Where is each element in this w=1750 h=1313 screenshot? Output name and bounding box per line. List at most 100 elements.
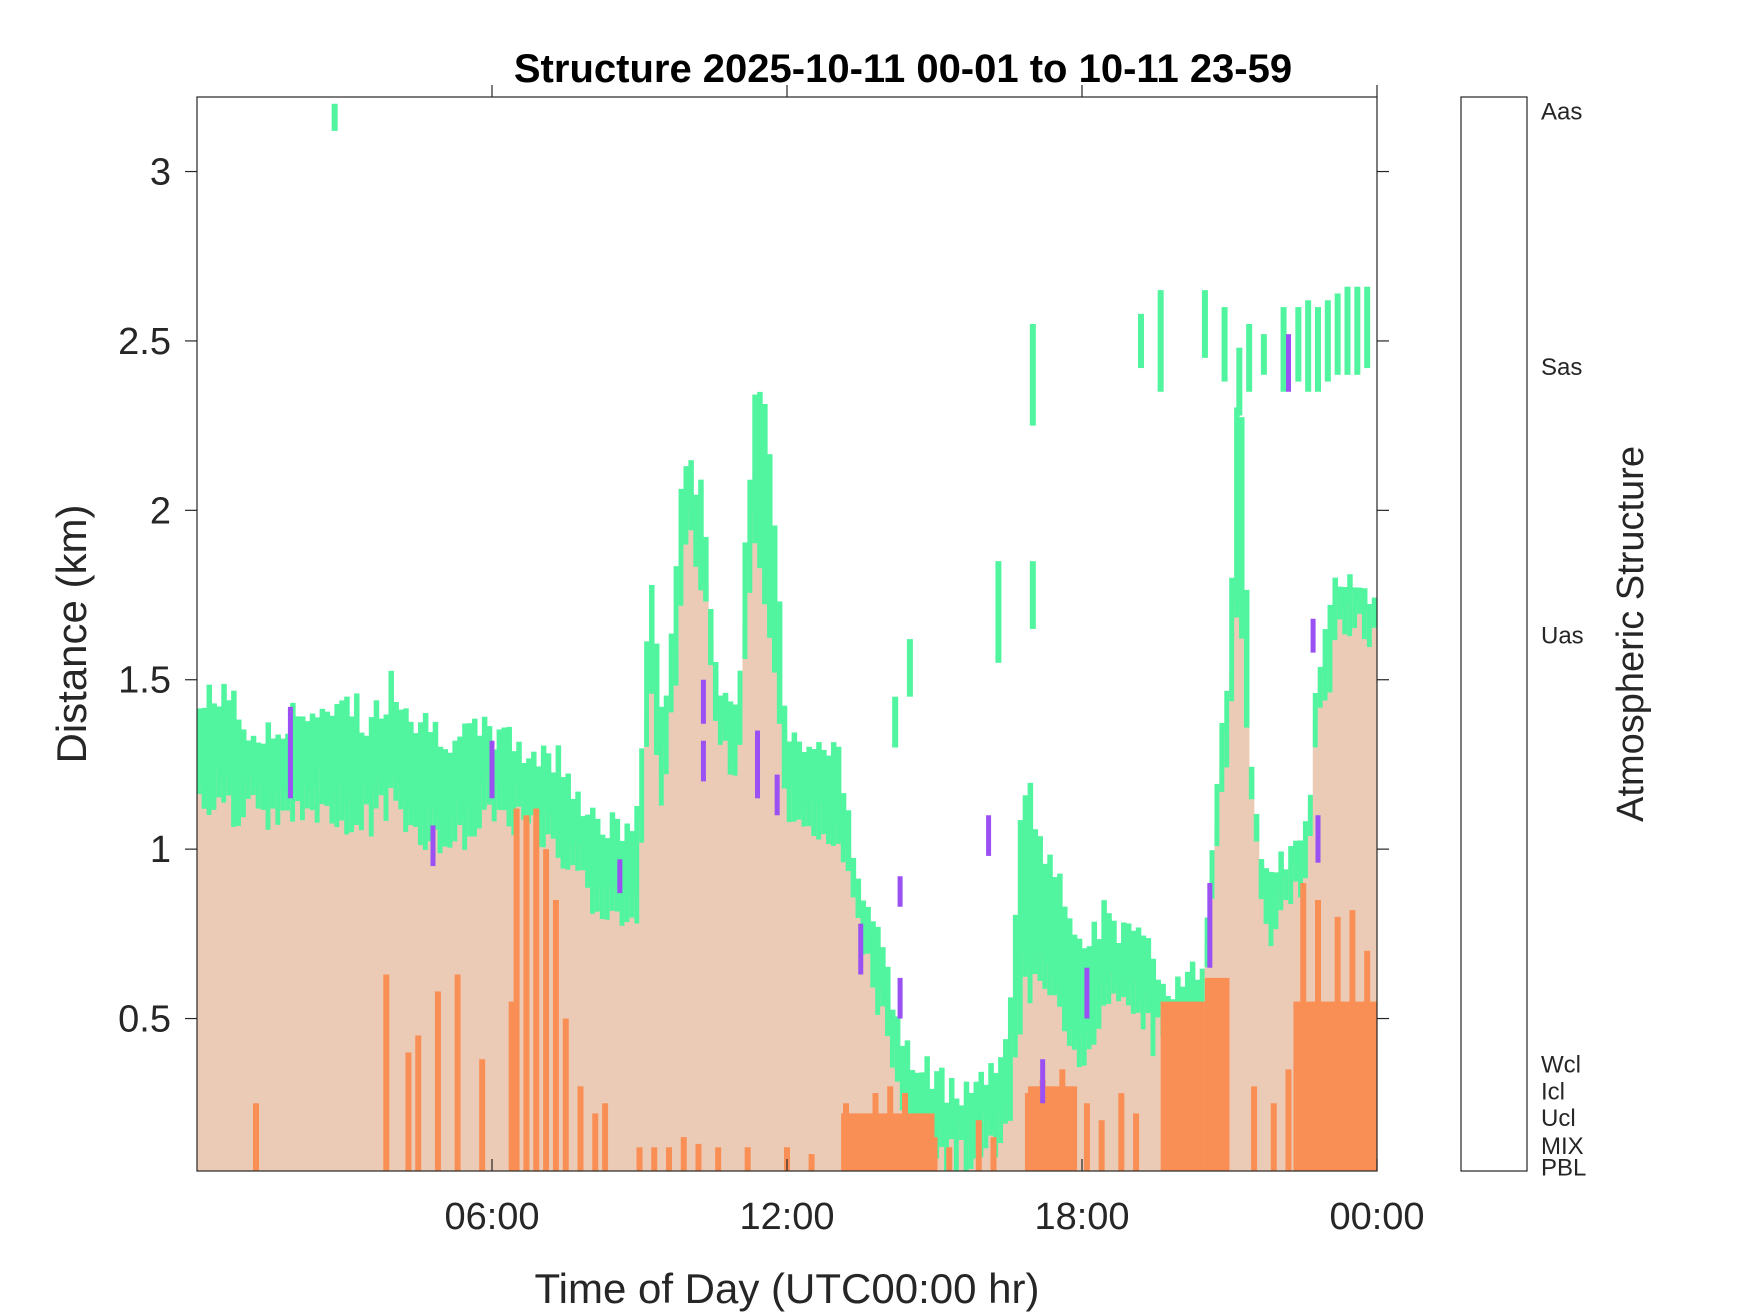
y-tick-label: 0.5 [118, 999, 171, 1041]
pbl-column [624, 885, 630, 1171]
pbl-column [939, 1128, 945, 1171]
pbl-column [275, 792, 281, 1171]
data-layer [196, 103, 1378, 1171]
colorbar-tick-label: Uas [1541, 623, 1584, 650]
pbl-column [373, 786, 380, 1171]
pbl-column [1003, 1102, 1009, 1171]
mix-column [523, 815, 530, 1171]
ucl-column [526, 758, 532, 824]
ucl-column [944, 1102, 950, 1171]
pbl-column [1047, 963, 1053, 1171]
pbl-column [752, 511, 758, 1171]
mix-column [1349, 910, 1356, 1171]
colorbar-tick-label: MIX [1541, 1133, 1584, 1160]
pbl-column [712, 693, 719, 1171]
pbl-column [880, 987, 886, 1171]
mix-column [715, 1147, 722, 1171]
ucl-column [830, 742, 837, 846]
mix-column [857, 1113, 864, 1171]
ucl-column [270, 738, 276, 809]
ucl-column [693, 494, 699, 567]
ucl-column [1042, 863, 1048, 989]
ucl-column [295, 716, 301, 801]
pbl-column [1022, 953, 1029, 1171]
ucl-column [870, 921, 876, 988]
pbl-column [575, 842, 581, 1171]
pbl-column [280, 789, 286, 1171]
pbl-column [216, 770, 222, 1171]
ucl-column [1234, 407, 1240, 618]
ucl-column [835, 746, 842, 844]
mix-column [680, 1137, 687, 1171]
ucl-segment [1344, 286, 1351, 375]
x-axis-label: Time of Day (UTC00:00 hr) [535, 1265, 1040, 1312]
pbl-column [398, 785, 404, 1171]
ucl-column [998, 1057, 1004, 1144]
ucl-column [1012, 914, 1019, 1058]
ucl-column [880, 947, 886, 1007]
ucl-column [408, 721, 414, 826]
ucl-column [983, 1084, 989, 1149]
uas-segment [1286, 334, 1291, 392]
pbl-column [1017, 998, 1024, 1171]
ucl-column [722, 692, 729, 741]
ucl-segment [1364, 286, 1371, 369]
mix-column [1118, 1093, 1125, 1171]
mix-column [1039, 1079, 1046, 1171]
pbl-column [875, 989, 881, 1171]
pbl-column [1145, 996, 1152, 1171]
ucl-column [1352, 587, 1358, 629]
pbl-column [644, 715, 650, 1171]
mix-column [902, 1093, 908, 1171]
pbl-column [1337, 593, 1343, 1171]
pbl-column [1032, 950, 1039, 1171]
ucl-column [1007, 997, 1014, 1121]
pbl-column [403, 798, 409, 1171]
pbl-column [1111, 971, 1117, 1171]
ucl-column [609, 812, 616, 911]
ucl-column [840, 793, 847, 863]
colorbar-tick-label: Wcl [1541, 1052, 1581, 1079]
ucl-column [1273, 872, 1279, 930]
pbl-column [1224, 731, 1230, 1171]
pbl-column [885, 1000, 891, 1171]
ucl-column [644, 641, 650, 747]
pbl-column [299, 786, 306, 1171]
pbl-column [806, 807, 812, 1171]
ucl-column [1248, 766, 1255, 800]
pbl-column [363, 786, 370, 1171]
uas-segment [430, 825, 436, 867]
ucl-column [1268, 871, 1275, 947]
ucl-column [1327, 604, 1334, 693]
ucl-column [1357, 587, 1363, 614]
ucl-column [1298, 840, 1304, 898]
ucl-column [521, 763, 527, 820]
colorbar-frame [1460, 96, 1528, 1172]
pbl-column [894, 1047, 901, 1171]
pbl-column [1101, 980, 1107, 1171]
ucl-column [634, 805, 640, 924]
pbl-column [668, 693, 675, 1171]
colorbar-tick-label: PBL [1541, 1155, 1586, 1182]
ucl-column [801, 752, 807, 827]
ucl-column [221, 683, 227, 803]
mix-column [1059, 1069, 1066, 1171]
pbl-column [201, 781, 208, 1171]
pbl-column [634, 893, 640, 1171]
mix-column [454, 974, 461, 1171]
ucl-column [334, 704, 340, 828]
mix-column [1364, 950, 1371, 1171]
ucl-column [1243, 589, 1250, 728]
ucl-column [653, 643, 660, 756]
mix-column [577, 1086, 584, 1171]
ucl-column [245, 740, 252, 799]
ucl-column [717, 695, 724, 745]
pbl-column [413, 801, 419, 1171]
pbl-column [737, 719, 744, 1171]
pbl-column [1027, 966, 1034, 1171]
ucl-segment [1305, 300, 1312, 392]
pbl-column [290, 791, 296, 1171]
pbl-column [1007, 1097, 1014, 1171]
